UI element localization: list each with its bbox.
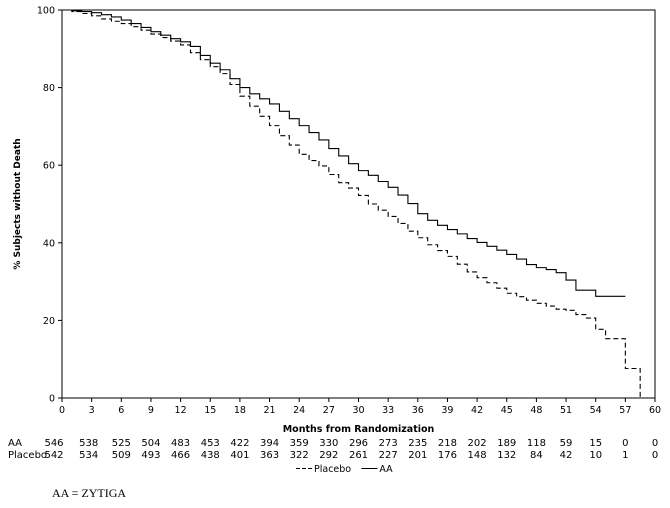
risk-value: 546 — [44, 438, 63, 449]
risk-row-label: AA — [8, 438, 22, 449]
risk-value: 15 — [589, 438, 602, 449]
x-tick-label: 33 — [382, 405, 394, 416]
x-tick-label: 48 — [530, 405, 542, 416]
risk-value: 292 — [319, 450, 338, 461]
y-tick-label: 80 — [43, 83, 55, 94]
risk-value: 189 — [497, 438, 516, 449]
risk-value: 363 — [260, 450, 279, 461]
risk-value: 118 — [527, 438, 546, 449]
y-tick-label: 60 — [43, 161, 55, 172]
risk-value: 534 — [79, 450, 98, 461]
risk-value: 0 — [652, 438, 658, 449]
x-tick-label: 9 — [148, 405, 154, 416]
x-tick-label: 57 — [619, 405, 631, 416]
risk-value: 453 — [201, 438, 220, 449]
x-tick-label: 21 — [264, 405, 276, 416]
x-tick-label: 36 — [412, 405, 424, 416]
x-tick-label: 54 — [590, 405, 602, 416]
plot-frame — [61, 9, 656, 399]
risk-table: AA 546 538 525 504 483 453 422 394 359 330 296 273 23… — [8, 438, 658, 461]
risk-value: 401 — [230, 450, 249, 461]
risk-value: 330 — [319, 438, 338, 449]
risk-value: 322 — [290, 450, 309, 461]
risk-value: 542 — [44, 450, 63, 461]
risk-value: 273 — [379, 438, 398, 449]
risk-value: 42 — [560, 450, 573, 461]
series-lines — [62, 9, 641, 398]
risk-row-label: Placebo — [8, 450, 47, 461]
risk-value: 176 — [438, 450, 457, 461]
risk-value: 438 — [201, 450, 220, 461]
x-tick-label: 60 — [649, 405, 661, 416]
risk-value: 1 — [622, 450, 628, 461]
x-tick-label: 45 — [501, 405, 513, 416]
series-line-placebo — [62, 9, 641, 398]
risk-value: 0 — [622, 438, 628, 449]
x-tick-label: 30 — [352, 405, 364, 416]
risk-value: 218 — [438, 438, 457, 449]
risk-value: 132 — [497, 450, 516, 461]
y-tick-label: 0 — [49, 394, 55, 405]
risk-value: 235 — [408, 438, 427, 449]
risk-value: 359 — [290, 438, 309, 449]
risk-value: 227 — [379, 450, 398, 461]
x-tick-label: 51 — [560, 405, 572, 416]
x-tick-label: 3 — [89, 405, 95, 416]
legend-label: Placebo — [314, 464, 351, 475]
x-tick-label: 42 — [471, 405, 483, 416]
legend: Placebo AA — [296, 464, 393, 475]
y-tick-label: 20 — [43, 316, 55, 327]
x-tick-label: 39 — [441, 405, 453, 416]
risk-value: 422 — [230, 438, 249, 449]
risk-value: 84 — [530, 450, 543, 461]
risk-value: 509 — [112, 450, 131, 461]
risk-value: 394 — [260, 438, 279, 449]
x-tick-label: 0 — [59, 405, 65, 416]
x-tick-label: 24 — [293, 405, 305, 416]
x-tick-label: 18 — [234, 405, 246, 416]
risk-value: 0 — [652, 450, 658, 461]
y-tick-label: 40 — [43, 238, 55, 249]
x-tick-label: 6 — [118, 405, 124, 416]
risk-value: 59 — [560, 438, 573, 449]
footnote: AA = ZYTIGA — [52, 486, 127, 500]
risk-value: 261 — [349, 450, 368, 461]
x-tick-label: 15 — [204, 405, 216, 416]
risk-value: 525 — [112, 438, 131, 449]
y-axis-ticks: 0 20 40 60 80 100 — [37, 6, 62, 405]
risk-value: 466 — [171, 450, 190, 461]
x-axis-label: Months from Randomization — [283, 424, 435, 435]
legend-label: AA — [379, 464, 393, 475]
risk-value: 493 — [141, 450, 160, 461]
risk-value: 483 — [171, 438, 190, 449]
risk-value: 296 — [349, 438, 368, 449]
risk-value: 10 — [589, 450, 602, 461]
risk-value: 202 — [468, 438, 487, 449]
series-line-aa — [62, 9, 626, 297]
risk-value: 538 — [79, 438, 98, 449]
risk-value: 504 — [141, 438, 160, 449]
axes — [61, 9, 656, 399]
x-tick-label: 12 — [175, 405, 187, 416]
x-axis-ticks: 0 3 6 9 12 15 18 21 24 27 30 33 36 39 42 45 48 51 54 57 60 — [59, 398, 661, 416]
x-tick-label: 27 — [323, 405, 335, 416]
risk-value: 148 — [468, 450, 487, 461]
y-tick-label: 100 — [37, 6, 55, 17]
risk-value: 201 — [408, 450, 427, 461]
y-axis-label: % Subjects without Death — [13, 138, 23, 269]
